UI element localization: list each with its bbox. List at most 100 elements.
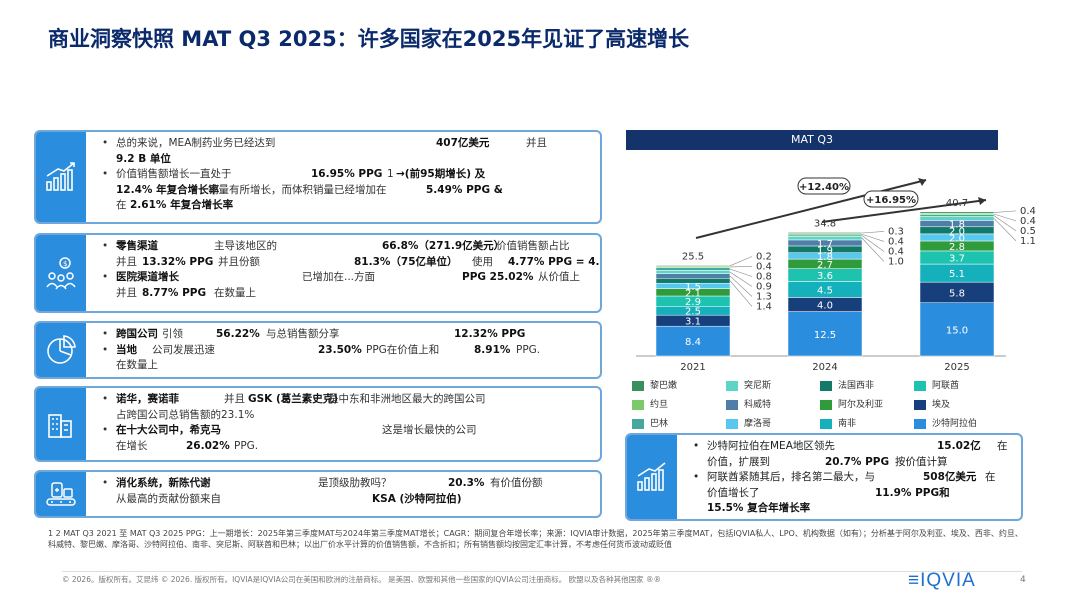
highlight-text: KSA (沙特阿拉伯) [372,492,462,505]
highlight-text: 5.49% PPG & [426,183,503,196]
body-text: 并且 [116,255,137,268]
highlight-text: →(前95期增长) 及 [396,168,486,180]
data-label: 3.1 [685,317,701,328]
body-text: 是中东和非洲地区最大的跨国公司 [328,393,486,405]
legend-swatch [820,400,832,410]
legend-label: 阿联酋 [932,381,960,391]
body-text: 这是增长最快的公司 [382,424,477,436]
text-line: 15.5% 复合年增长率 [687,501,1017,517]
data-label: 2.0 [949,233,965,244]
bullet-marker: • [102,424,109,436]
legend-swatch [820,419,832,429]
card-body: • 零售渠道 主导该地区的 66.8%（271.9亿美元） 价值销售额占比 并且 13.32… [96,239,600,307]
data-label: 1.8 [817,252,833,263]
body-text: 主导该地区的 [214,240,277,252]
legend-item: 约旦 [632,399,668,411]
bullet-marker: • [102,477,109,489]
leader-line [861,237,885,262]
body-text: 在 [997,440,1008,452]
highlight-text: 407亿美元 [436,137,490,149]
body-text: 在增长 [116,439,148,452]
legend-label: 科威特 [744,400,772,410]
leader-line [729,280,753,307]
data-label: 15.0 [946,325,968,336]
divider [62,571,1022,572]
growth-chart-icon [627,435,677,519]
highlight-text: 81.3%（75亿单位） [354,255,458,268]
body-text: 使用 [472,255,493,268]
text-line: 在增长 26.02% PPG. [96,439,596,455]
legend-item: 埃及 [914,399,950,411]
highlight-text: 12.4% 年复合增长率 [116,183,220,196]
data-label: 0.9 [756,281,772,292]
data-label: 8.4 [685,337,701,348]
pie-chart-icon [36,323,86,377]
data-label: 0.5 [1020,226,1036,237]
leader-line [861,235,885,252]
data-label: 0.8 [756,271,772,282]
body-text: 并且 [116,286,137,299]
growth-label: +12.40% [799,182,849,193]
bar-segment [655,267,731,271]
text-line: 占跨国公司总销售额的23.1% [96,408,596,424]
page-number: 4 [1020,575,1026,585]
text-line: 价值，扩展到 20.7% PPG 按价值计算 [687,455,1017,471]
highlight-text: PPG 25.02% [462,271,534,283]
bullet-marker: • [102,240,109,252]
body-text: 价值增长了 [707,486,760,499]
leader-line [729,268,753,277]
highlight-text: 20.7% PPG [825,455,890,468]
bar-segment [919,214,995,217]
legend-label: 南非 [838,419,857,429]
bar-segment [655,270,731,274]
body-text: 引领 [162,328,183,340]
stacked-bar-chart: 8.43.12.52.92.11.525.520211.41.30.90.80.… [636,177,1036,373]
page-title: 商业洞察快照 MAT Q3 2025：许多国家在2025年见证了高速增长 [48,27,690,51]
body-text: 销量有所增长，而体积销量已经增加在 [208,183,387,196]
legend-item: 阿尔及利亚 [820,399,883,411]
data-label: 0.4 [756,261,772,272]
data-label: 3.7 [949,253,965,264]
chart-header: MAT Q3 [626,130,998,150]
bar-segment [787,232,863,234]
text-line: • 消化系统，新陈代谢 是顶级肋教吗？ 20.3% 有价值份额 [96,476,596,492]
legend-label: 阿尔及利亚 [838,400,884,410]
legend-label: 巴林 [650,419,669,429]
data-label: 1.0 [888,256,904,267]
highlight-text: 12.32% PPG [454,328,526,340]
legend-item: 沙特阿拉伯 [914,418,977,430]
bar-segment [655,265,731,267]
footnote: 1 2 MAT Q3 2021 至 MAT Q3 2025 PPG：上一期增长：… [48,529,1023,549]
arrow-head [918,178,926,186]
data-label: 4.0 [817,301,833,312]
body-text: 价值销售额增长一直处于 [116,168,232,180]
bullet-marker: • [102,393,109,405]
highlight-text: 8.91% [474,343,511,356]
highlight-text: 4.77% PPG = 4.77% PPG [508,255,600,268]
growth-label: +16.95% [866,195,916,206]
legend-swatch [726,419,738,429]
body-text: 阿联酋紧随其后，排名第二最大，与 [707,471,875,483]
growth-arrow [821,199,987,223]
highlight-text: 当地 [116,343,137,356]
highlight-text: 诺华，赛诺菲 [116,393,179,405]
pharma-conveyor-icon [36,472,86,516]
text-line: 并且 13.32% PPG 并且份额 81.3%（75亿单位） 使用 4.77% PPG … [96,255,600,271]
highlight-text: 9.2 B 单位 [116,152,171,165]
body-text: 价值，扩展到 [707,455,770,468]
bullet-marker: • [102,271,109,283]
data-label: 3.6 [817,271,833,282]
data-label: 5.8 [949,288,965,299]
iqvia-logo: ≡IQVIA [908,570,976,591]
text-line: 12.4% 年复合增长率 销量有所增长，而体积销量已经增加在 5.49% PPG & [96,183,596,199]
highlight-text: 15.02亿 [937,440,981,452]
growth-chart-icon [36,132,86,222]
category-label: 2024 [812,362,837,373]
card-body: • 消化系统，新陈代谢 是顶级肋教吗？ 20.3% 有价值份额 从最高的贡献份额来自 KSA… [96,476,596,512]
insight-card-companies: • 跨国公司 引领 56.22% 与总销售额分享 12.32% PPG • 当地 公司发展迅速 2… [34,321,602,379]
data-label: 2.7 [817,260,833,271]
highlight-text: 零售渠道 [116,240,158,252]
body-text: PPG. [234,439,259,452]
data-label: 0.2 [756,251,772,262]
bar-segment [787,236,863,241]
